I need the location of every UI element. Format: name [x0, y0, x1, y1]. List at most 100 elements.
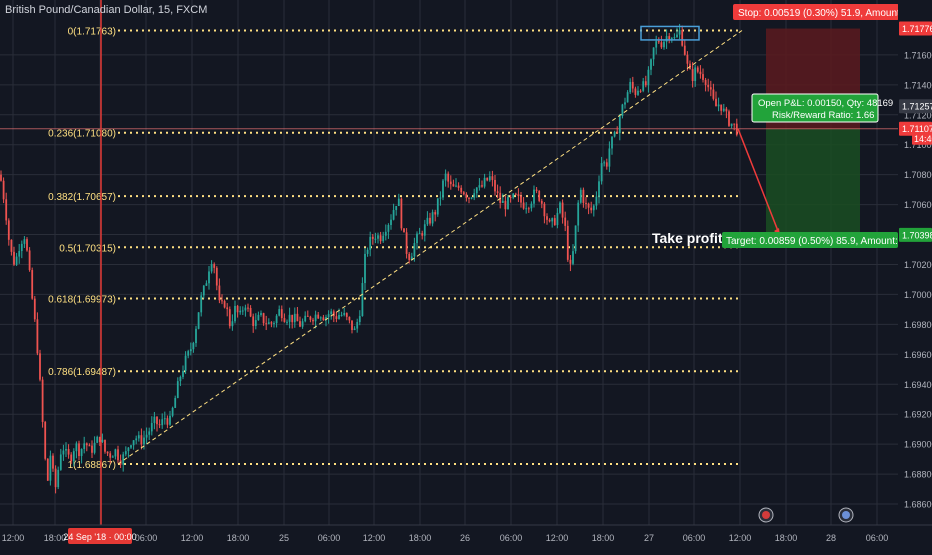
candle-body: [611, 136, 613, 149]
candle-body: [572, 251, 574, 264]
candle-body: [598, 181, 600, 197]
candle-body: [647, 69, 650, 86]
candle-body: [527, 208, 530, 210]
candle-body: [158, 424, 161, 426]
candle-body: [585, 202, 587, 204]
candle-body: [210, 264, 213, 272]
candle-body: [247, 307, 249, 309]
candle-body: [735, 123, 738, 135]
candle-body: [676, 34, 678, 38]
fib-level-label: 0(1.71763): [68, 26, 116, 37]
candle-body: [436, 198, 439, 215]
candle-body: [353, 328, 356, 330]
candle-body: [442, 180, 444, 198]
event-flag-icon[interactable]: [758, 507, 774, 523]
candle-body: [270, 322, 273, 324]
stop-label-text: Stop: 0.00519 (0.30%) 51.9, Amount: 750: [738, 8, 922, 19]
candle-body: [613, 132, 616, 137]
candle-body: [192, 343, 195, 350]
symbol-title: British Pound/Canadian Dollar, 15, FXCM: [5, 4, 208, 16]
stop-label-bg: [733, 4, 899, 20]
candle-body: [629, 81, 632, 93]
time-tick-label: 18:00: [227, 533, 250, 543]
candle-body: [109, 453, 112, 458]
time-tick-label: 18:00: [592, 533, 615, 543]
candle-body: [130, 445, 132, 448]
candle-body: [150, 423, 153, 432]
candle-body: [525, 208, 528, 210]
fib-level-label: 0.5(1.70315): [59, 243, 116, 254]
candle-body: [652, 47, 655, 60]
candle-body: [390, 219, 392, 225]
candle-body: [174, 397, 177, 408]
candle-body: [182, 370, 184, 377]
candle-body: [626, 92, 629, 103]
candle-body: [592, 205, 595, 211]
candle-body: [371, 236, 374, 239]
candle-body: [642, 81, 645, 91]
candle-body: [569, 259, 572, 264]
candle-body: [691, 69, 694, 81]
candle-body: [226, 307, 229, 310]
fib-level-label: 0.236(1.71080): [48, 129, 116, 140]
candle-body: [673, 37, 676, 39]
candle-body: [163, 418, 166, 420]
candle-body: [293, 313, 296, 323]
price-tick-label: 1.69400: [904, 380, 932, 390]
candle-body: [660, 42, 663, 48]
candle-body: [288, 314, 291, 322]
event-flag-icon[interactable]: [838, 507, 854, 523]
candle-body: [275, 315, 278, 324]
candle-body: [551, 218, 554, 222]
candle-body: [720, 104, 723, 111]
candle-body: [314, 314, 317, 322]
candle-body: [712, 89, 715, 99]
candle-body: [265, 323, 268, 325]
candle-body: [26, 239, 28, 251]
candle-body: [553, 218, 556, 226]
time-tick-label: 27: [644, 533, 654, 543]
candle-body: [564, 217, 567, 226]
candle-body: [135, 438, 138, 441]
candle-body: [384, 231, 387, 236]
candle-body: [20, 243, 23, 252]
candle-body: [13, 251, 15, 265]
candle-body: [670, 38, 673, 40]
candle-body: [574, 225, 577, 252]
candle-body: [447, 173, 450, 182]
fib-level-label: 0.618(1.69973): [48, 294, 116, 305]
candle-body: [392, 210, 395, 220]
candle-body: [457, 185, 460, 188]
candle-body: [31, 270, 34, 299]
price-tick-label: 1.69000: [904, 440, 932, 450]
time-highlight-bg: [68, 528, 132, 544]
candle-body: [486, 177, 489, 181]
candle-body: [434, 212, 437, 215]
candle-body: [517, 194, 520, 197]
candle-body: [431, 212, 434, 224]
price-tick-label: 1.71000: [904, 140, 932, 150]
event-flag-dot: [762, 511, 770, 519]
candle-body: [533, 189, 535, 204]
candle-body: [345, 313, 348, 317]
event-flag-dot: [842, 511, 850, 519]
candle-body: [481, 185, 483, 187]
candle-body: [88, 445, 91, 447]
candle-body: [413, 243, 416, 257]
candle-body: [429, 217, 431, 224]
price-tick-label: 1.69800: [904, 320, 932, 330]
candle-body: [187, 351, 190, 356]
time-tick-label: 06:00: [500, 533, 523, 543]
price-tick-label: 1.69600: [904, 350, 932, 360]
candle-body: [67, 449, 70, 455]
candle-body: [358, 316, 361, 323]
candle-body: [514, 193, 517, 195]
candle-body: [176, 381, 179, 398]
candle-body: [36, 319, 39, 354]
candle-body: [28, 250, 31, 271]
candle-body: [522, 202, 525, 209]
candle-body: [304, 315, 307, 322]
candle-body: [556, 212, 559, 226]
